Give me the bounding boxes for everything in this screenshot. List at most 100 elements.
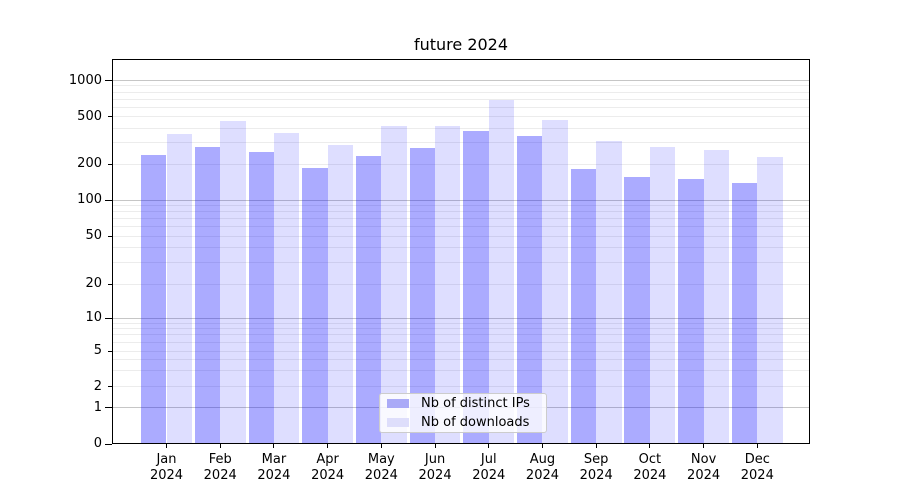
x-tick-month-may: May (367, 452, 395, 467)
gridline-minor-80 (113, 211, 809, 213)
x-tick-month-oct: Oct (638, 452, 662, 467)
bar-nb-of-downloads-aug-2024 (542, 119, 568, 444)
gridline-minor-40 (113, 247, 809, 249)
x-tick-year-apr: 2024 (311, 468, 345, 483)
y-tick-label-1000: 1000 (68, 72, 102, 88)
gridline-minor-9 (113, 322, 809, 324)
x-tick-jan (166, 444, 167, 448)
y-tick-label-100: 100 (77, 192, 102, 207)
y-tick-5 (108, 350, 112, 352)
x-tick-year-jul: 2024 (472, 468, 506, 483)
x-tick-month-jun: Jun (424, 452, 446, 467)
bar-nb-of-distinct-ips-mar-2024 (248, 152, 274, 444)
x-tick-feb (219, 444, 221, 448)
x-tick-label-nov: Nov 2024 (672, 452, 736, 484)
y-tick-label-500: 500 (77, 108, 102, 124)
x-tick-year-feb: 2024 (203, 468, 237, 483)
x-tick-month-nov: Nov (690, 452, 717, 467)
x-tick-month-sep: Sep (583, 452, 609, 467)
bar-nb-of-downloads-feb-2024 (220, 120, 246, 444)
y-tick-2 (108, 386, 112, 387)
x-tick-label-jul: Jul 2024 (457, 452, 521, 484)
bar-nb-of-downloads-mar-2024 (273, 132, 300, 444)
x-tick-aug (541, 444, 543, 448)
x-tick-year-aug: 2024 (525, 468, 560, 483)
x-tick-label-jun: Jun 2024 (403, 452, 467, 484)
x-tick-label-jan: Jan 2024 (135, 452, 199, 484)
y-tick-200 (108, 163, 112, 165)
y-tick-label-200: 200 (77, 156, 102, 171)
gridline-minor-20 (113, 283, 809, 285)
x-tick-jun (434, 444, 436, 448)
bar-nb-of-downloads-may-2024 (381, 125, 407, 444)
gridline-minor-6 (113, 341, 809, 343)
x-tick-year-sep: 2024 (579, 468, 613, 483)
x-tick-year-oct: 2024 (633, 468, 667, 483)
legend-item-downloads: Nb of downloads (387, 414, 539, 431)
legend-label-downloads: Nb of downloads (421, 414, 530, 430)
gridline-minor-500 (113, 116, 809, 117)
x-tick-label-dec: Dec 2024 (725, 452, 789, 484)
x-tick-month-aug: Aug (529, 452, 556, 467)
x-tick-apr (327, 444, 329, 448)
y-tick-label-50: 50 (85, 228, 102, 243)
bar-nb-of-downloads-dec-2024 (757, 156, 783, 444)
legend-label-distinct-ips: Nb of distinct IPs (421, 396, 530, 412)
x-tick-nov (703, 444, 705, 448)
gridline-minor-4 (113, 359, 809, 361)
x-tick-label-feb: Feb 2024 (188, 452, 252, 484)
x-tick-oct (649, 444, 651, 448)
gridline-minor-8 (113, 328, 809, 330)
y-tick-0 (105, 443, 112, 445)
y-tick-label-1: 1 (93, 399, 102, 415)
x-tick-year-jan: 2024 (149, 468, 184, 483)
bar-nb-of-distinct-ips-nov-2024 (678, 178, 704, 444)
x-tick-dec (756, 444, 758, 448)
gridline-minor-300 (113, 142, 809, 144)
x-tick-month-dec: Dec (744, 452, 770, 467)
y-tick-10 (105, 317, 112, 319)
x-tick-label-mar: Mar 2024 (242, 452, 306, 484)
bar-nb-of-downloads-oct-2024 (649, 146, 676, 444)
legend: Nb of distinct IPs Nb of downloads (379, 393, 547, 433)
y-tick-label-20: 20 (85, 276, 102, 291)
x-tick-may (380, 444, 382, 448)
gridline-minor-2 (113, 386, 809, 387)
bar-nb-of-downloads-nov-2024 (703, 150, 729, 444)
x-tick-year-jun: 2024 (418, 468, 452, 483)
gridline-major-1000 (113, 80, 809, 81)
bar-nb-of-distinct-ips-may-2024 (355, 155, 382, 444)
x-tick-month-apr: Apr (316, 452, 339, 467)
gridline-minor-7 (113, 334, 809, 336)
gridline-minor-70 (113, 218, 809, 220)
y-tick-label-10: 10 (85, 310, 102, 325)
bar-nb-of-distinct-ips-apr-2024 (302, 168, 328, 444)
gridline-minor-700 (113, 98, 809, 100)
distinct-ips-swatch-icon (387, 399, 409, 409)
legend-item-distinct-ips: Nb of distinct IPs (387, 395, 539, 412)
y-tick-20 (108, 283, 112, 285)
x-tick-jul (488, 444, 490, 448)
y-tick-1 (105, 407, 112, 408)
x-tick-month-jan: Jan (156, 452, 177, 467)
y-tick-50 (108, 235, 112, 237)
gridline-minor-200 (113, 163, 809, 165)
x-tick-label-aug: Aug 2024 (510, 452, 574, 484)
y-tick-500 (108, 116, 112, 117)
x-tick-month-feb: Feb (208, 452, 232, 467)
x-tick-label-apr: Apr 2024 (296, 452, 360, 484)
x-tick-label-may: May 2024 (349, 452, 413, 484)
y-tick-1000 (105, 80, 112, 81)
x-tick-label-oct: Oct 2024 (618, 452, 682, 484)
bar-nb-of-downloads-jan-2024 (166, 134, 192, 444)
bar-nb-of-downloads-apr-2024 (327, 144, 354, 444)
x-tick-year-nov: 2024 (687, 468, 721, 483)
x-tick-year-may: 2024 (364, 468, 398, 483)
gridline-minor-30 (113, 262, 809, 264)
x-tick-sep (595, 444, 597, 448)
gridline-minor-800 (113, 91, 809, 93)
bar-nb-of-distinct-ips-jul-2024 (463, 130, 489, 444)
y-tick-label-2: 2 (93, 378, 102, 394)
gridline-minor-900 (113, 85, 809, 87)
bar-nb-of-distinct-ips-dec-2024 (731, 182, 758, 444)
